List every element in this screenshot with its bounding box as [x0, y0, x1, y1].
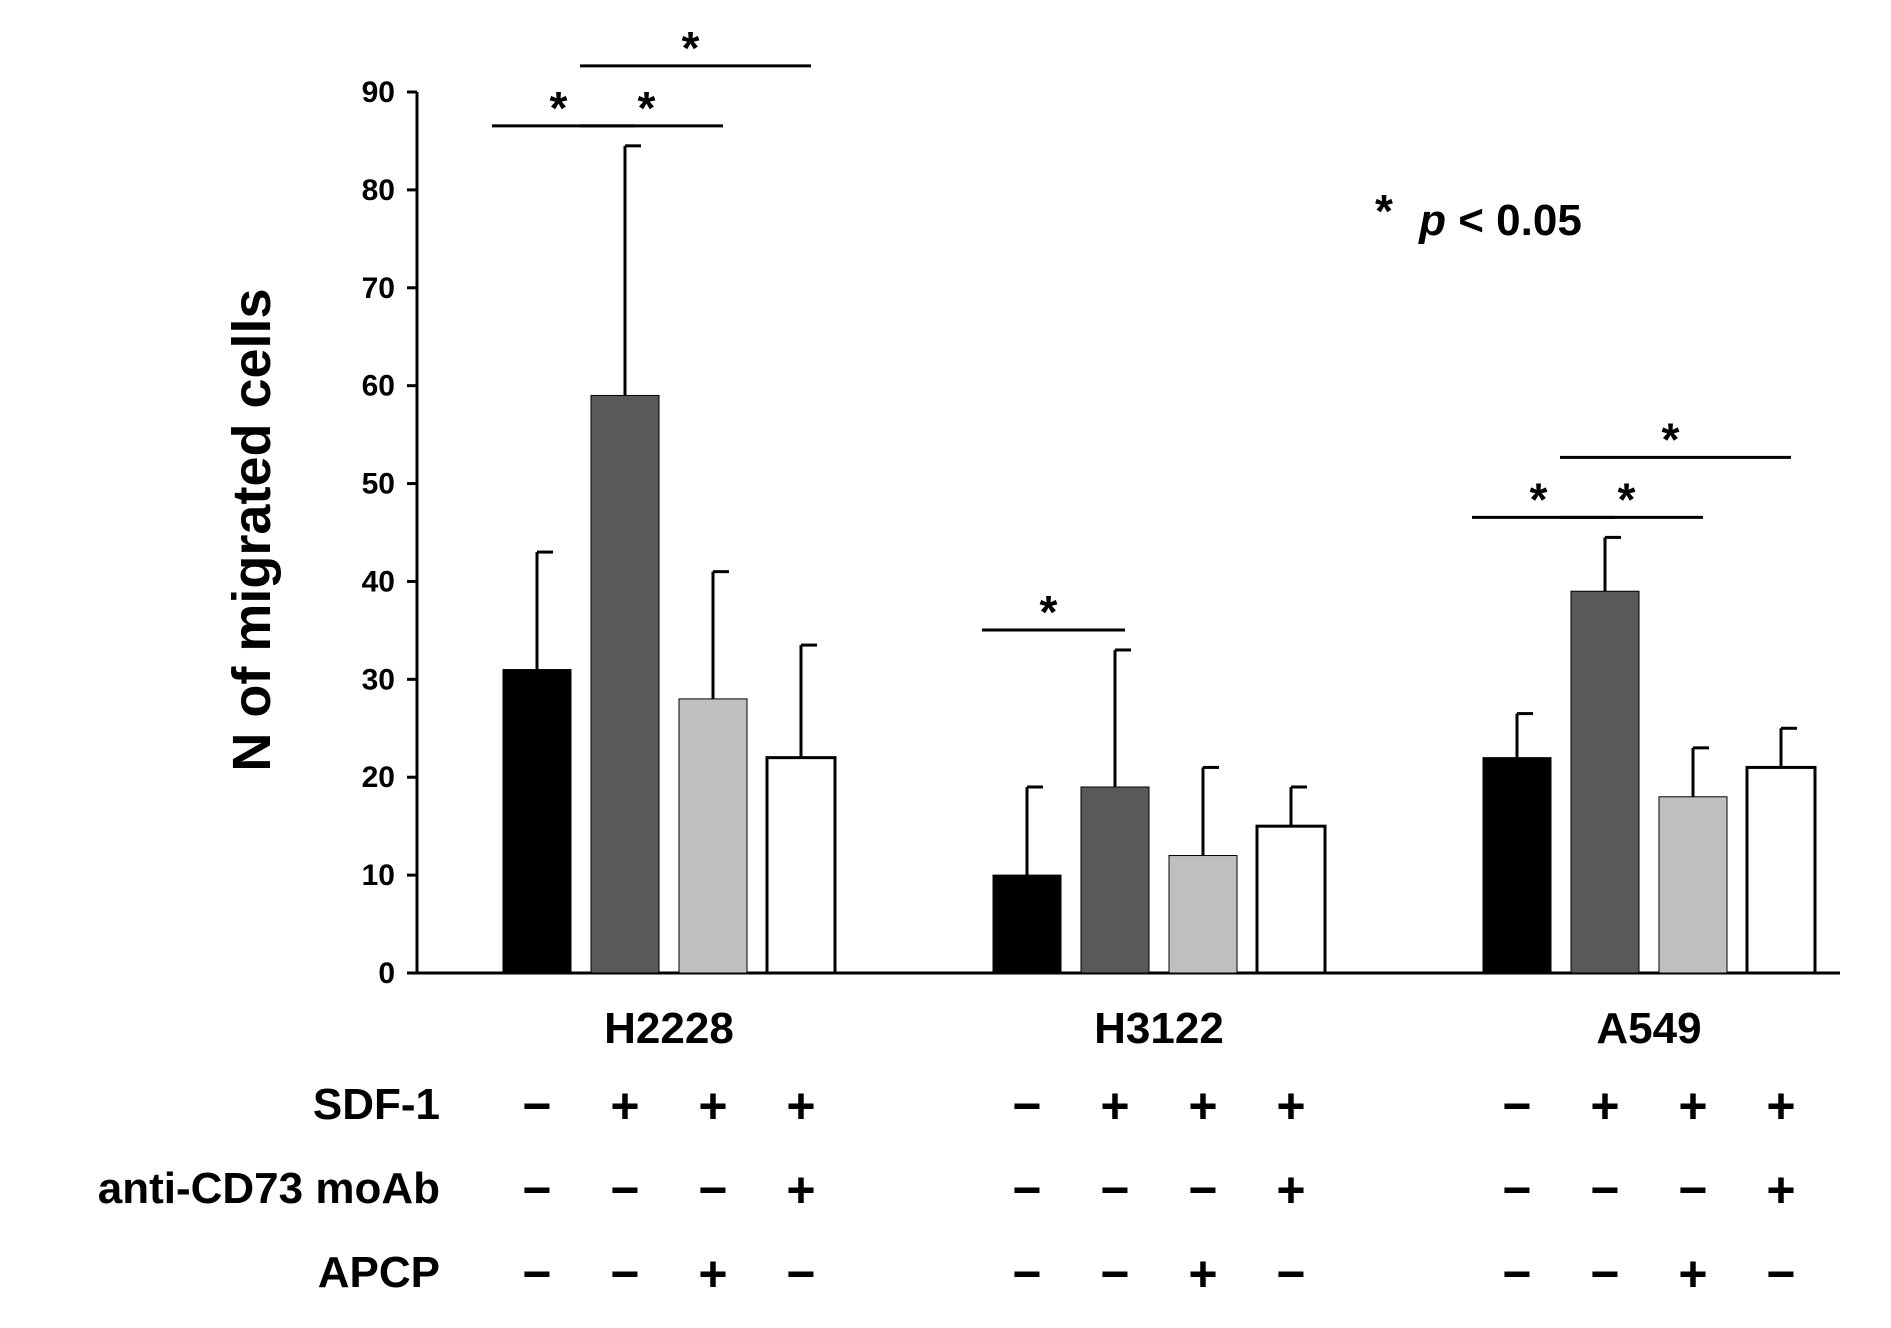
y-axis-label: N of migrated cells — [222, 288, 282, 771]
significance-note-text: < 0.05 — [1458, 196, 1582, 245]
significance-star: * — [638, 82, 656, 134]
condition-sign: + — [1678, 1246, 1707, 1302]
bar — [1168, 855, 1238, 974]
condition-sign: − — [522, 1078, 551, 1134]
bar — [1482, 757, 1552, 974]
bar — [678, 698, 748, 974]
significance-note: * p < 0.05 — [1375, 185, 1582, 245]
category-label: A549 — [1596, 1004, 1701, 1053]
significance-star: * — [682, 22, 700, 74]
condition-sign: − — [1188, 1162, 1217, 1218]
condition-sign: + — [610, 1078, 639, 1134]
condition-sign: − — [1012, 1162, 1041, 1218]
condition-sign: + — [786, 1162, 815, 1218]
condition-sign: + — [1678, 1078, 1707, 1134]
bar — [765, 756, 837, 975]
condition-sign: + — [698, 1078, 727, 1134]
bar — [1745, 765, 1817, 975]
condition-sign: − — [1100, 1162, 1129, 1218]
condition-sign: − — [1502, 1162, 1531, 1218]
significance-star: * — [1662, 413, 1680, 465]
category-labels: H2228 H3122 A549 — [604, 1004, 1701, 1053]
condition-sign: + — [1188, 1078, 1217, 1134]
y-tick-label: 0 — [378, 957, 395, 990]
condition-sign: − — [1012, 1078, 1041, 1134]
condition-sign: + — [786, 1078, 815, 1134]
condition-sign: − — [610, 1246, 639, 1302]
condition-sign: − — [522, 1246, 551, 1302]
condition-sign: − — [1766, 1246, 1795, 1302]
significance-star: * — [1530, 473, 1548, 525]
y-tick-label: 10 — [362, 859, 395, 892]
condition-sign: − — [1100, 1246, 1129, 1302]
condition-sign: − — [1502, 1246, 1531, 1302]
condition-sign: + — [1590, 1078, 1619, 1134]
condition-sign: + — [1276, 1162, 1305, 1218]
bars — [502, 394, 1817, 975]
y-tick-label: 80 — [362, 174, 395, 207]
bar — [502, 669, 572, 974]
condition-sign: − — [610, 1162, 639, 1218]
error-bars — [535, 144, 1797, 876]
condition-label: APCP — [318, 1248, 440, 1297]
bar — [1658, 796, 1728, 974]
condition-sign: + — [698, 1246, 727, 1302]
y-tick-label: 20 — [362, 761, 395, 794]
condition-sign: + — [1766, 1078, 1795, 1134]
bar — [590, 394, 660, 974]
significance-brackets: * * * * * * * — [492, 22, 1791, 638]
condition-sign: − — [522, 1162, 551, 1218]
condition-sign: + — [1276, 1078, 1305, 1134]
significance-star: * — [1040, 586, 1058, 638]
y-tick-label: 60 — [362, 370, 395, 403]
significance-star: * — [1618, 473, 1636, 525]
y-tick-label: 50 — [362, 468, 395, 501]
bar — [1570, 590, 1640, 974]
condition-sign: − — [1590, 1246, 1619, 1302]
bar — [1255, 824, 1327, 975]
condition-label: anti-CD73 moAb — [98, 1164, 440, 1213]
y-tick-label: 40 — [362, 565, 395, 598]
condition-sign: − — [1502, 1078, 1531, 1134]
category-label: H3122 — [1094, 1004, 1224, 1053]
condition-sign: − — [786, 1246, 815, 1302]
y-tick-label: 30 — [362, 663, 395, 696]
significance-note-star: * — [1375, 185, 1393, 237]
category-label: H2228 — [604, 1004, 734, 1053]
condition-sign: + — [1100, 1078, 1129, 1134]
condition-sign: − — [698, 1162, 727, 1218]
significance-star: * — [550, 82, 568, 134]
y-tick-label: 70 — [362, 272, 395, 305]
condition-sign: − — [1276, 1246, 1305, 1302]
condition-sign: − — [1590, 1162, 1619, 1218]
condition-label: SDF-1 — [313, 1080, 440, 1129]
bar — [992, 874, 1062, 974]
condition-sign: + — [1766, 1162, 1795, 1218]
bar — [1080, 786, 1150, 974]
condition-table: SDF-1 − + + + − + + + − + + + anti-CD73 moAb − − − + − − − + −… — [98, 1078, 1796, 1302]
condition-sign: + — [1188, 1246, 1217, 1302]
condition-sign: − — [1012, 1246, 1041, 1302]
y-tick-label: 90 — [362, 76, 395, 109]
condition-sign: − — [1678, 1162, 1707, 1218]
significance-note-p: p — [1418, 196, 1446, 245]
